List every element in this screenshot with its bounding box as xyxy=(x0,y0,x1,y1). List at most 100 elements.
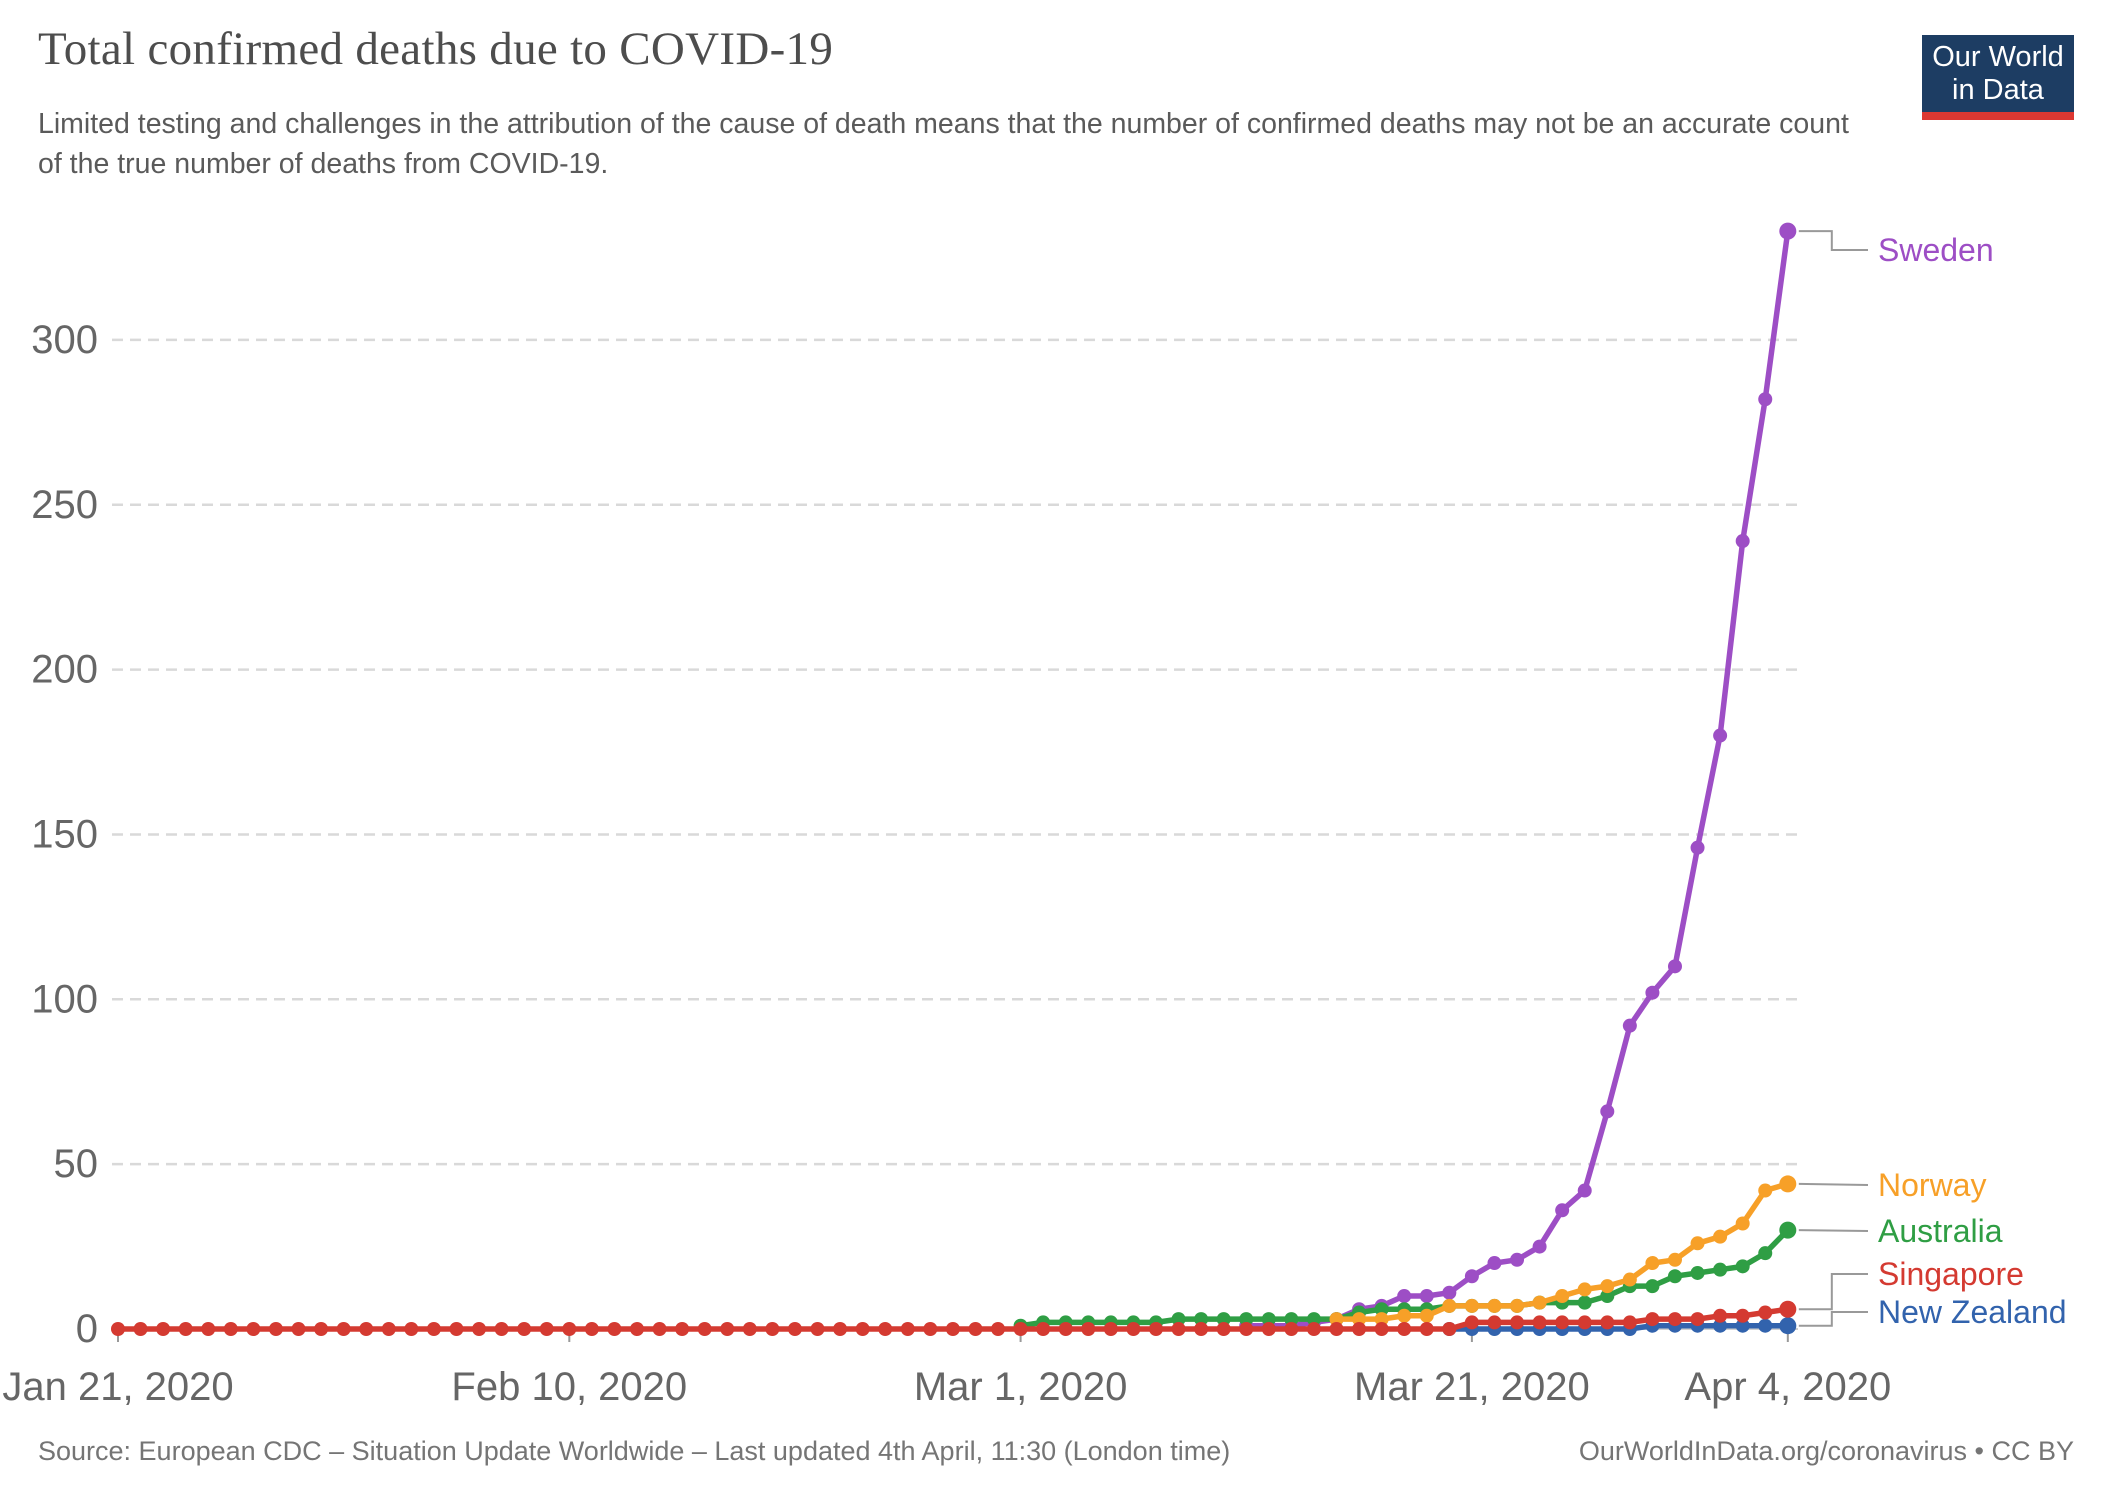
data-point xyxy=(1713,728,1728,743)
data-point xyxy=(1735,534,1750,549)
data-point xyxy=(900,1322,915,1336)
data-point xyxy=(1397,1322,1412,1336)
data-point xyxy=(1442,1298,1457,1313)
data-point xyxy=(652,1322,667,1336)
data-point xyxy=(1555,1289,1570,1304)
data-point xyxy=(336,1322,351,1336)
data-point xyxy=(1216,1312,1231,1327)
data-point xyxy=(1194,1312,1209,1327)
data-point xyxy=(833,1322,848,1336)
label-connector-new-zealand xyxy=(1798,1311,1868,1327)
data-point xyxy=(1487,1298,1502,1313)
data-point xyxy=(1171,1322,1186,1336)
data-point xyxy=(1555,1203,1570,1218)
data-point xyxy=(1510,1315,1525,1330)
y-tick-label: 100 xyxy=(31,977,98,1021)
label-connector-norway xyxy=(1798,1182,1869,1186)
data-point xyxy=(765,1322,780,1336)
data-point xyxy=(1397,1308,1412,1323)
data-point xyxy=(629,1322,644,1336)
data-point xyxy=(1600,1279,1615,1294)
credit-link[interactable]: OurWorldInData.org/coronavirus • CC BY xyxy=(1578,1436,2074,1466)
label-connector-singapore xyxy=(1798,1273,1868,1311)
data-point xyxy=(1600,1289,1615,1304)
y-tick-label: 300 xyxy=(31,318,98,362)
series-norway xyxy=(1329,1175,1797,1327)
data-point xyxy=(1148,1322,1163,1336)
data-point xyxy=(1532,1239,1547,1254)
x-axis-labels: Jan 21, 2020 Feb 10, 2020 Mar 1, 2020 Mar 2… xyxy=(2,1332,1891,1409)
data-point xyxy=(1464,1269,1479,1284)
data-point xyxy=(1622,1315,1637,1330)
data-point xyxy=(268,1322,283,1336)
series-singapore xyxy=(111,1300,1797,1336)
data-point xyxy=(1284,1322,1299,1336)
data-point xyxy=(1690,1236,1705,1251)
data-point xyxy=(1667,959,1682,974)
data-point xyxy=(1600,1104,1615,1119)
series-line-sweden xyxy=(1243,228,1791,1329)
data-point xyxy=(1532,1295,1547,1310)
source-note: Source: European CDC – Situation Update … xyxy=(38,1436,1231,1466)
data-point xyxy=(1374,1322,1389,1336)
data-point xyxy=(855,1322,870,1336)
data-point xyxy=(1622,1018,1637,1033)
x-tick-label: Feb 10, 2020 xyxy=(451,1365,687,1409)
y-tick-label: 50 xyxy=(54,1142,99,1186)
chart-footer: Source: European CDC – Situation Update … xyxy=(38,1436,2074,1467)
data-point xyxy=(1487,1315,1502,1330)
data-point xyxy=(1397,1289,1412,1304)
data-point xyxy=(720,1322,735,1336)
data-point xyxy=(1487,1256,1502,1271)
data-point xyxy=(584,1322,599,1336)
data-point xyxy=(1464,1315,1479,1330)
y-tick-label: 150 xyxy=(31,812,98,856)
data-point xyxy=(1171,1312,1186,1327)
data-point xyxy=(539,1322,554,1336)
owid-logo: Our World in Data xyxy=(1922,35,2074,120)
label-connector-sweden xyxy=(1798,230,1868,251)
series-label-norway: Norway xyxy=(1878,1167,1986,1203)
data-point xyxy=(968,1322,983,1336)
x-tick-label: Apr 4, 2020 xyxy=(1684,1365,1891,1409)
data-point xyxy=(1735,1259,1750,1274)
data-point xyxy=(1758,1318,1773,1333)
data-point xyxy=(1735,1216,1750,1231)
page-title: Total confirmed deaths due to COVID-19 xyxy=(38,23,834,75)
data-point xyxy=(1419,1289,1434,1304)
data-point xyxy=(1577,1295,1592,1310)
data-point xyxy=(1284,1312,1299,1327)
data-point xyxy=(1352,1322,1367,1336)
data-point xyxy=(1442,1322,1457,1336)
data-point xyxy=(1036,1322,1051,1336)
data-point xyxy=(1758,1246,1773,1261)
data-point xyxy=(1645,1312,1660,1327)
data-point xyxy=(810,1322,825,1336)
data-point xyxy=(1779,1317,1797,1335)
data-point xyxy=(246,1322,261,1336)
data-point xyxy=(111,1322,125,1336)
data-point xyxy=(1510,1252,1525,1267)
data-point xyxy=(133,1322,148,1336)
data-point xyxy=(1464,1298,1479,1313)
data-point xyxy=(1239,1312,1254,1327)
data-point xyxy=(359,1322,374,1336)
data-point xyxy=(314,1322,329,1336)
data-point xyxy=(1713,1229,1728,1244)
data-point xyxy=(675,1322,690,1336)
data-point xyxy=(1126,1322,1141,1336)
data-point xyxy=(607,1322,622,1336)
data-point xyxy=(1645,985,1660,1000)
data-point xyxy=(201,1322,216,1336)
owid-logo-line1: Our World xyxy=(1932,40,2064,73)
gridlines xyxy=(112,338,1798,1166)
data-point xyxy=(1103,1322,1118,1336)
data-point xyxy=(1667,1269,1682,1284)
data-point xyxy=(1735,1318,1750,1333)
data-point xyxy=(1058,1322,1073,1336)
data-point xyxy=(1622,1272,1637,1287)
data-point xyxy=(494,1322,509,1336)
data-point xyxy=(1261,1322,1276,1336)
label-connector-australia xyxy=(1798,1229,1869,1232)
data-point xyxy=(1690,840,1705,855)
